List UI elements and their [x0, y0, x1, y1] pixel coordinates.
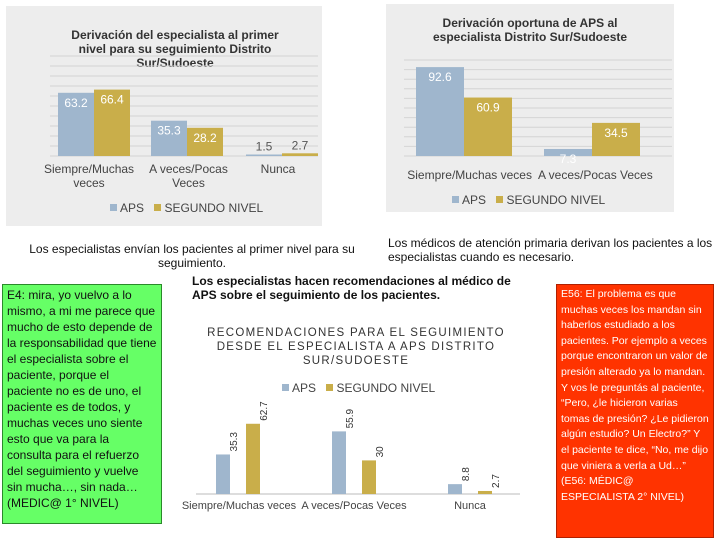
data-label: 63.2	[64, 96, 88, 110]
data-label: 34.5	[604, 126, 628, 140]
bar-aps-3	[448, 484, 462, 494]
chart1-legend-aps-label: APS	[120, 200, 145, 215]
bar-aps-1	[416, 67, 464, 156]
chart3-title: RECOMENDACIONES PARA EL SEGUIMIENTO DESD…	[207, 327, 505, 367]
chart2-legend-aps-label: APS	[462, 192, 487, 207]
bar-aps-2	[151, 120, 187, 156]
data-label: 7.3	[560, 152, 577, 166]
chart1-category-1: Siempre/Muchas veces	[44, 162, 135, 190]
legend-swatch-aps	[110, 204, 117, 211]
bar-aps-2	[332, 431, 346, 494]
chart3-legend-segundo-label: SEGUNDO NIVEL	[336, 380, 436, 395]
legend-swatch-segundo	[326, 384, 334, 391]
chart3-legend-aps-label: APS	[292, 380, 317, 395]
data-label: 2.7	[292, 138, 309, 152]
data-label: 60.9	[476, 101, 500, 115]
bar-aps-1	[58, 92, 94, 156]
legend-swatch-aps	[452, 196, 459, 203]
bar-segundo-2	[187, 127, 223, 156]
chart3-legend-aps: APS	[282, 381, 316, 395]
quote-e4: E4: mira, yo vuelvo a lo mismo, a mi me …	[2, 284, 162, 524]
caption-center: Los especialistas hacen recomendaciones …	[192, 274, 511, 302]
legend-swatch-aps	[282, 384, 289, 391]
chart3-category-2: A veces/Pocas Veces	[301, 500, 407, 512]
chart3-category-3: Nunca	[454, 500, 486, 512]
quote-e56: E56: El problema es que muchas veces los…	[556, 284, 714, 538]
chart3-panel	[180, 270, 520, 540]
chart3-legend: APS SEGUNDO NIVEL	[282, 378, 441, 396]
chart2-legend-aps: APS	[452, 193, 486, 207]
caption-left: Los especialistas envían los pacientes a…	[29, 242, 355, 270]
chart1-legend: APS SEGUNDO NIVEL	[110, 198, 269, 216]
bar-segundo-1	[246, 423, 260, 494]
data-label: 35.3	[229, 432, 240, 452]
data-label: 30	[375, 446, 386, 458]
chart2-legend-segundo-label: SEGUNDO NIVEL	[506, 192, 606, 207]
bar-aps-3	[246, 154, 282, 156]
data-label: 55.9	[345, 408, 356, 428]
legend-swatch-segundo	[154, 204, 162, 211]
chart2-legend-segundo: SEGUNDO NIVEL	[496, 193, 605, 207]
data-label: 8.8	[461, 467, 472, 481]
chart1-legend-aps: APS	[110, 201, 144, 215]
chart2-title: Derivación oportuna de APS al especialis…	[432, 16, 628, 44]
legend-swatch-segundo	[496, 196, 504, 203]
data-label: 62.7	[259, 401, 270, 421]
bar-segundo-3	[282, 153, 318, 156]
bar-segundo-2	[592, 122, 640, 156]
bar-segundo-2	[362, 460, 376, 494]
chart3-category-1: Siempre/Muchas veces	[181, 500, 297, 512]
chart1-legend-segundo: SEGUNDO NIVEL	[154, 201, 263, 215]
data-label: 28.2	[193, 131, 217, 145]
bar-segundo-1	[464, 97, 512, 156]
chart1-category-2: A veces/Pocas Veces	[149, 162, 228, 190]
data-label: 1.5	[256, 140, 273, 154]
chart1-category-3: Nunca	[260, 162, 296, 176]
chart1-title: Derivación del especialista al primer ni…	[71, 28, 279, 70]
bar-aps-1	[216, 454, 230, 494]
chart2-legend: APS SEGUNDO NIVEL	[452, 190, 611, 208]
data-label: 35.3	[157, 124, 181, 138]
data-label: 66.4	[100, 93, 124, 107]
bar-segundo-1	[94, 89, 130, 156]
data-label: 92.6	[428, 70, 452, 84]
chart3-legend-segundo: SEGUNDO NIVEL	[326, 381, 435, 395]
chart1-legend-segundo-label: SEGUNDO NIVEL	[164, 200, 264, 215]
chart2-categories: Siempre/Muchas veces A veces/Pocas Veces	[407, 168, 653, 182]
bar-aps-2	[544, 148, 592, 156]
caption-right: Los médicos de atención primaria derivan…	[388, 236, 713, 264]
data-label: 2.7	[491, 474, 502, 488]
bar-segundo-3	[478, 490, 492, 494]
